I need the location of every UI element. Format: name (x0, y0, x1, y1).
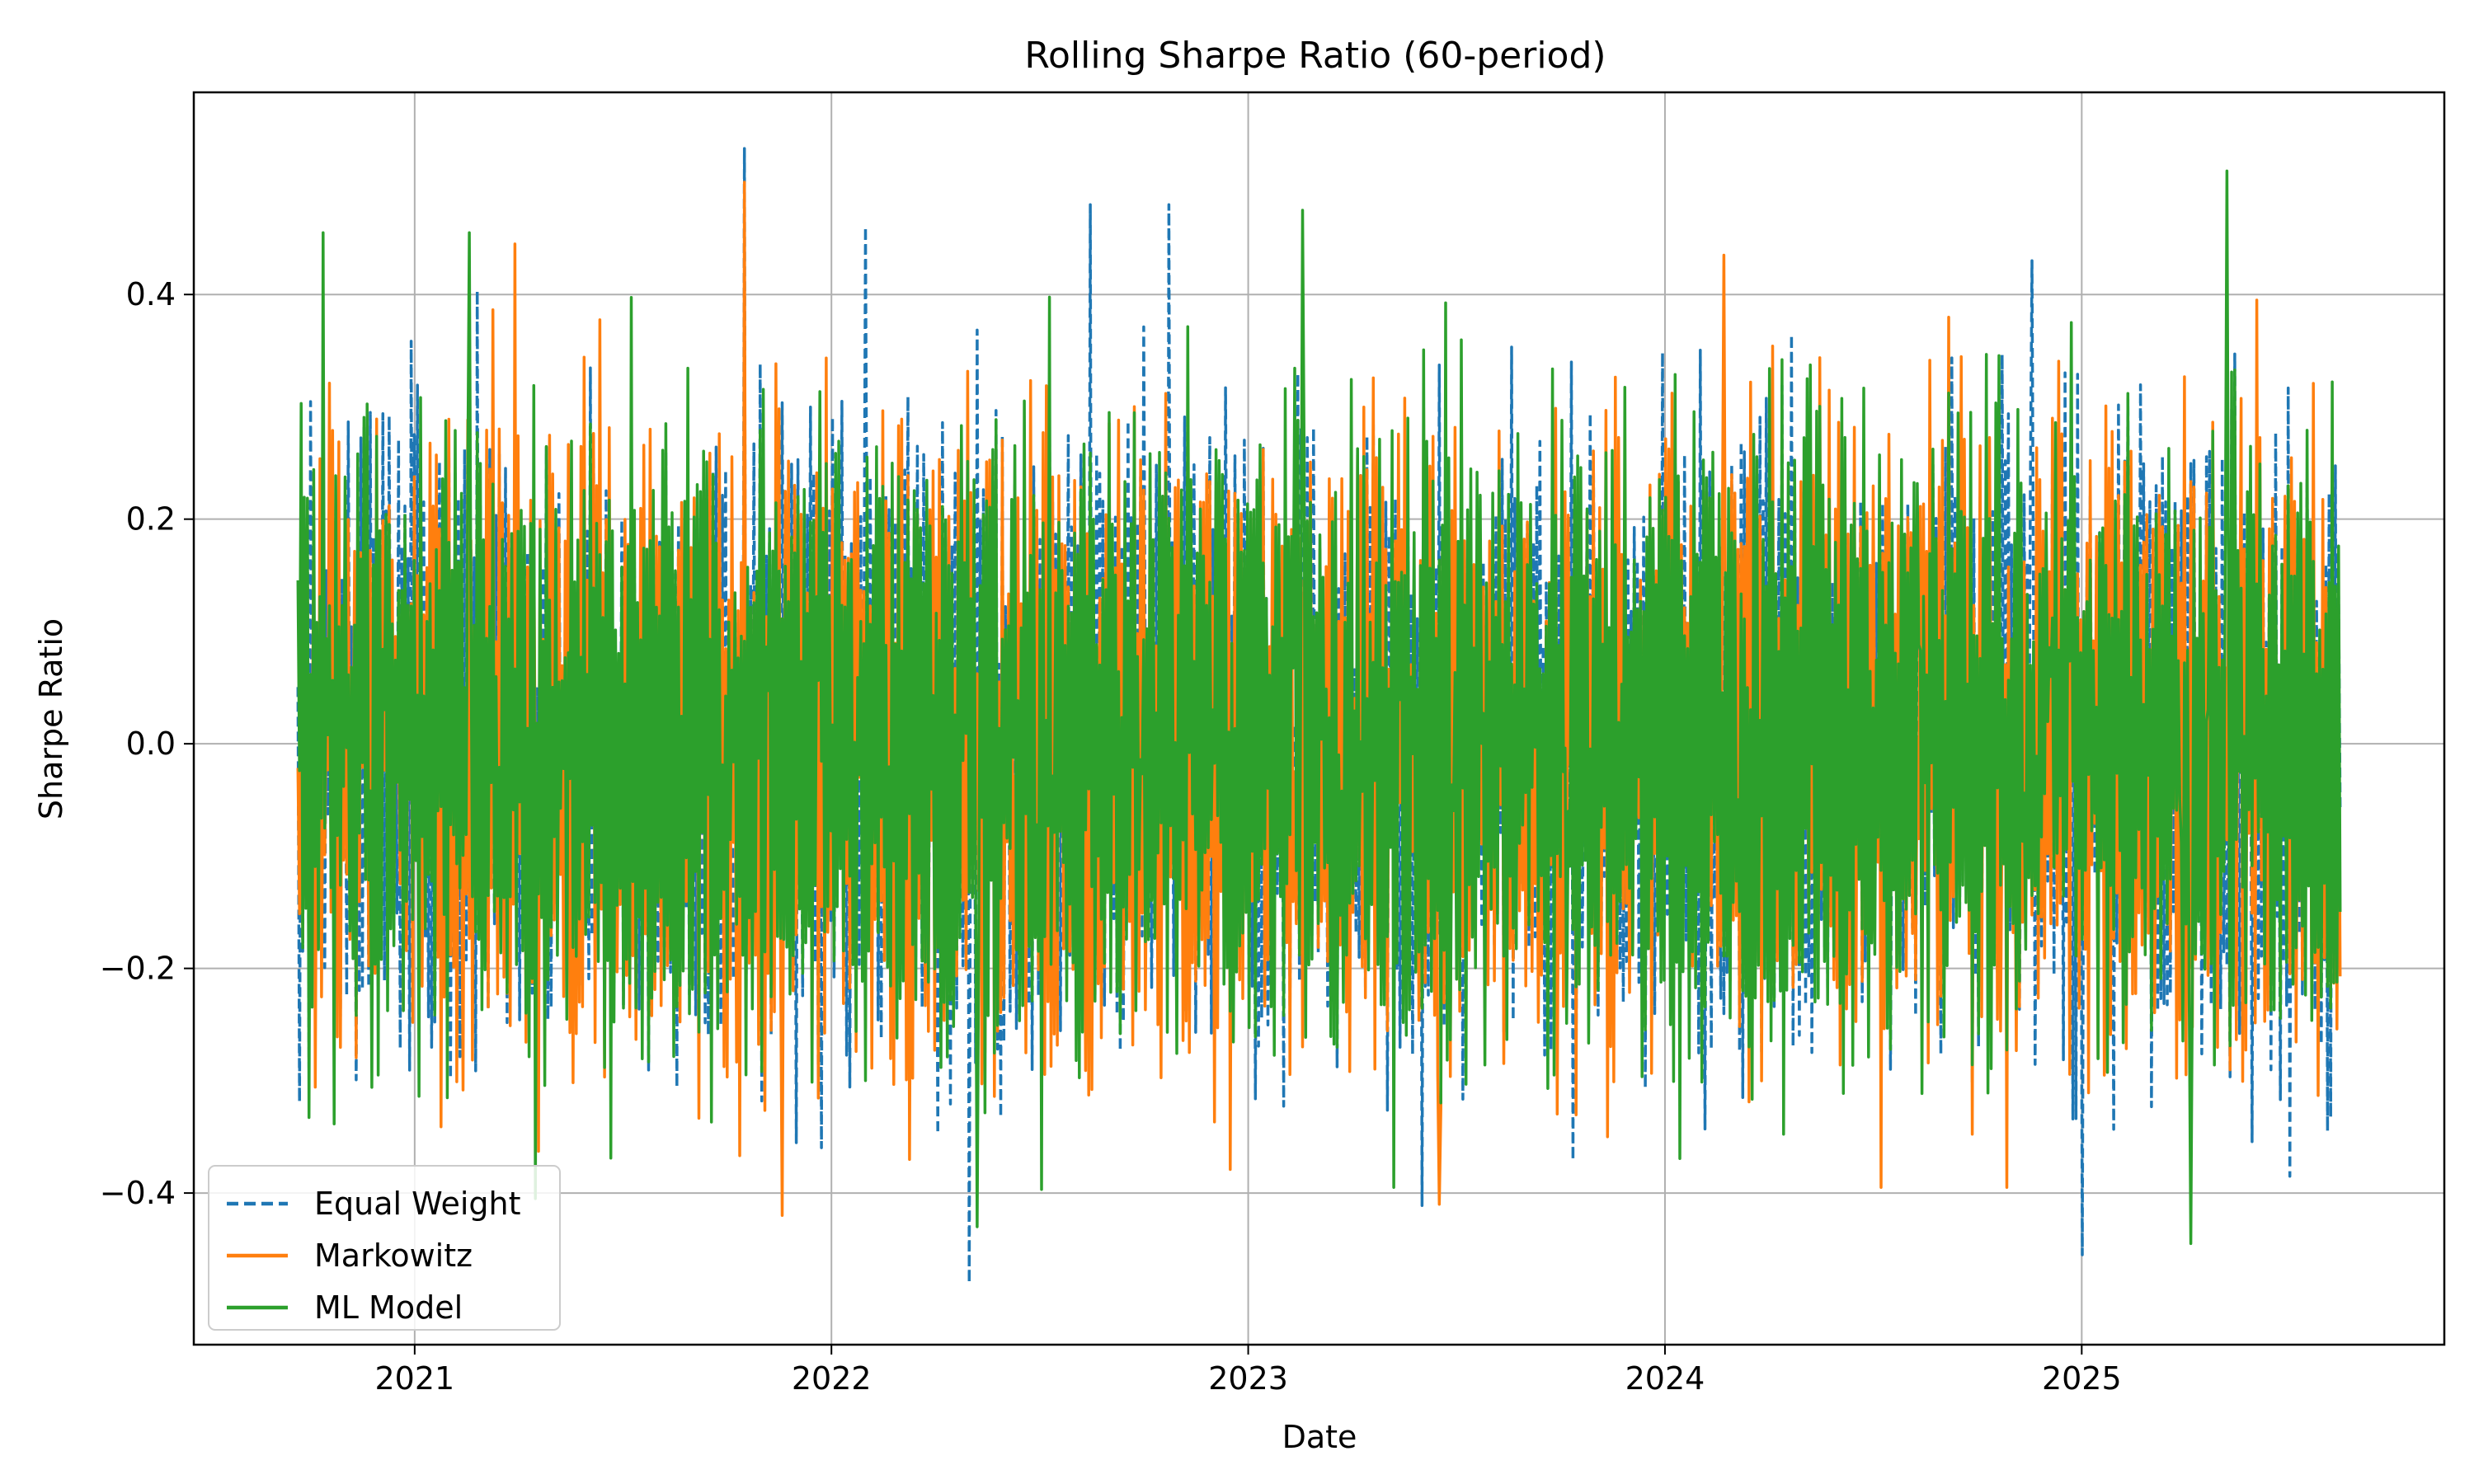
legend-label: Equal Weight (314, 1186, 521, 1222)
legend-box (208, 1165, 561, 1331)
legend-label: ML Model (314, 1289, 463, 1326)
legend: Equal Weight Markowitz ML Model (208, 1165, 561, 1331)
x-tick-label: 2025 (2042, 1360, 2122, 1397)
x-tick-label: 2023 (1208, 1360, 1288, 1397)
y-tick-label: −0.4 (100, 1175, 176, 1211)
y-tick-label: 0.0 (126, 726, 176, 762)
series-line-ml-model (296, 169, 2342, 1246)
x-axis: 2021 2022 2023 2024 2025 (374, 1345, 2122, 1397)
chart-title: Rolling Sharpe Ratio (60-period) (1024, 35, 1606, 77)
y-tick-label: 0.4 (126, 276, 176, 312)
plot-area (296, 147, 2342, 1284)
x-tick-label: 2022 (792, 1360, 872, 1397)
x-tick-label: 2021 (374, 1360, 454, 1397)
x-tick-label: 2024 (1625, 1360, 1705, 1397)
legend-label: Markowitz (314, 1237, 473, 1274)
y-tick-label: −0.2 (100, 951, 176, 987)
y-tick-label: 0.2 (126, 501, 176, 538)
y-axis: −0.4 −0.2 0.0 0.2 0.4 (100, 276, 194, 1211)
x-axis-label: Date (1282, 1419, 1357, 1455)
plot-frame (192, 91, 2446, 1346)
y-axis-label: Sharpe Ratio (33, 618, 69, 819)
